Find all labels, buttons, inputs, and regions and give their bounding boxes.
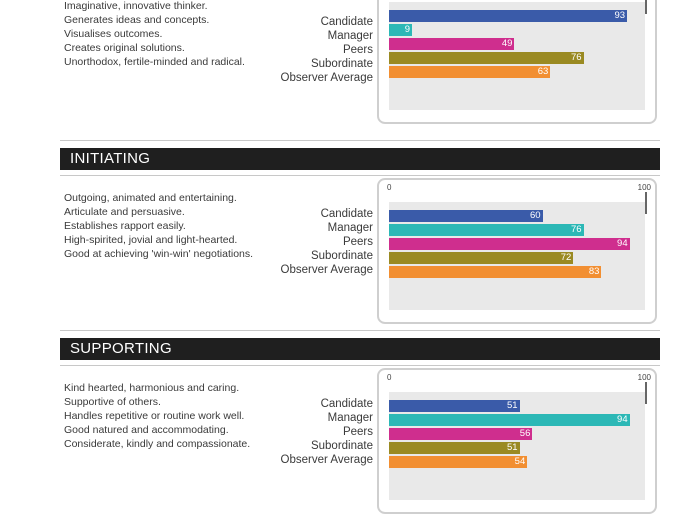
rater-labels: Candidate Manager Peers Subordinate Obse… bbox=[200, 397, 373, 467]
rater-labels: Candidate Manager Peers Subordinate Obse… bbox=[200, 207, 373, 277]
bar-manager: 9 bbox=[389, 24, 413, 36]
rater-label-peers: Peers bbox=[342, 236, 373, 248]
max-marker bbox=[645, 192, 647, 214]
trait-description: Kind hearted, harmonious and caring. bbox=[64, 382, 240, 394]
bar-value-label: 94 bbox=[617, 238, 628, 249]
section-divider bbox=[60, 175, 660, 176]
axis-tick-label-min: 0 bbox=[387, 373, 392, 382]
bar-value-label: 49 bbox=[501, 38, 513, 49]
section-divider bbox=[60, 330, 660, 331]
bar-peers: 49 bbox=[389, 38, 515, 50]
section-divider bbox=[60, 365, 660, 366]
bar-subordinate: 51 bbox=[389, 442, 520, 454]
axis-tick-label-min: 0 bbox=[387, 183, 392, 192]
rater-labels: Candidate Manager Peers Subordinate Obse… bbox=[200, 15, 373, 85]
rater-label-candidate: Candidate bbox=[320, 16, 373, 28]
bar-candidate: 60 bbox=[389, 210, 543, 222]
max-marker bbox=[645, 382, 647, 404]
bar-plot-area: 93 9 49 76 63 bbox=[389, 2, 645, 110]
bar-value-label: 76 bbox=[570, 224, 582, 235]
score-chart-panel: 0 100 60 76 94 72 83 bbox=[377, 178, 657, 324]
trait-description: Unorthodox, fertile-minded and radical. bbox=[64, 56, 245, 68]
trait-description: Articulate and persuasive. bbox=[64, 206, 185, 218]
rater-label-observer-average: Observer Average bbox=[280, 72, 373, 84]
rater-label-manager: Manager bbox=[327, 412, 373, 424]
trait-description: Imaginative, innovative thinker. bbox=[64, 0, 208, 12]
bar-plot-area: 51 94 56 51 54 bbox=[389, 392, 645, 500]
bar-value-label: 72 bbox=[560, 252, 572, 263]
rater-label-subordinate: Subordinate bbox=[310, 440, 373, 452]
section-divider bbox=[60, 140, 660, 141]
bar-observer-average: 83 bbox=[389, 266, 602, 278]
section-title: INITIATING bbox=[60, 148, 660, 170]
max-marker bbox=[645, 0, 647, 14]
bar-candidate: 51 bbox=[389, 400, 520, 412]
bar-candidate: 93 bbox=[389, 10, 628, 22]
bar-value-label: 51 bbox=[506, 442, 518, 453]
bar-subordinate: 76 bbox=[389, 52, 584, 64]
bar-manager: 94 bbox=[389, 414, 630, 426]
trait-description: Supportive of others. bbox=[64, 396, 161, 408]
axis-tick-label-max: 100 bbox=[637, 373, 651, 382]
bar-value-label: 83 bbox=[588, 266, 600, 277]
trait-description-list: Outgoing, animated and entertaining. Art… bbox=[64, 191, 253, 261]
rater-label-manager: Manager bbox=[327, 30, 373, 42]
trait-description: High-spirited, jovial and light-hearted. bbox=[64, 234, 238, 246]
bar-subordinate: 72 bbox=[389, 252, 574, 264]
trait-description: Handles repetitive or routine work well. bbox=[64, 410, 245, 422]
bar-value-label: 56 bbox=[519, 428, 531, 439]
bar-value-label: 93 bbox=[614, 10, 626, 21]
rater-label-manager: Manager bbox=[327, 222, 373, 234]
bar-manager: 76 bbox=[389, 224, 584, 236]
rater-label-peers: Peers bbox=[342, 426, 373, 438]
bar-peers: 56 bbox=[389, 428, 533, 440]
rater-label-candidate: Candidate bbox=[320, 398, 373, 410]
trait-description-list: Kind hearted, harmonious and caring. Sup… bbox=[64, 381, 250, 451]
bar-observer-average: 54 bbox=[389, 456, 528, 468]
trait-description-list: Imaginative, innovative thinker. Generat… bbox=[64, 0, 245, 69]
axis-tick-label-max: 100 bbox=[637, 183, 651, 192]
rater-label-observer-average: Observer Average bbox=[280, 264, 373, 276]
trait-description: Visualises outcomes. bbox=[64, 28, 163, 40]
trait-description: Considerate, kindly and compassionate. bbox=[64, 438, 251, 450]
trait-description: Good at achieving 'win-win' negotiations… bbox=[64, 248, 254, 260]
trait-description: Creates original solutions. bbox=[64, 42, 185, 54]
bar-observer-average: 63 bbox=[389, 66, 551, 78]
score-chart-panel: 93 9 49 76 63 bbox=[377, 0, 657, 124]
bar-value-label: 94 bbox=[617, 414, 628, 425]
rater-label-peers: Peers bbox=[342, 44, 373, 56]
section-title: SUPPORTING bbox=[60, 338, 660, 360]
score-chart-panel: 0 100 51 94 56 51 54 bbox=[377, 368, 657, 514]
trait-description: Establishes rapport easily. bbox=[64, 220, 186, 232]
trait-description: Outgoing, animated and entertaining. bbox=[64, 192, 237, 204]
bar-value-label: 51 bbox=[506, 400, 518, 411]
bar-value-label: 54 bbox=[514, 456, 526, 467]
bar-peers: 94 bbox=[389, 238, 630, 250]
bar-value-label: 76 bbox=[570, 52, 582, 63]
rater-label-candidate: Candidate bbox=[320, 208, 373, 220]
trait-description: Good natured and accommodating. bbox=[64, 424, 229, 436]
rater-label-observer-average: Observer Average bbox=[280, 454, 373, 466]
bar-plot-area: 60 76 94 72 83 bbox=[389, 202, 645, 310]
trait-description: Generates ideas and concepts. bbox=[64, 14, 210, 26]
rater-label-subordinate: Subordinate bbox=[310, 250, 373, 262]
rater-label-subordinate: Subordinate bbox=[310, 58, 373, 70]
bar-value-label: 60 bbox=[530, 210, 541, 221]
bar-value-label: 9 bbox=[404, 24, 411, 35]
bar-value-label: 63 bbox=[537, 66, 549, 77]
